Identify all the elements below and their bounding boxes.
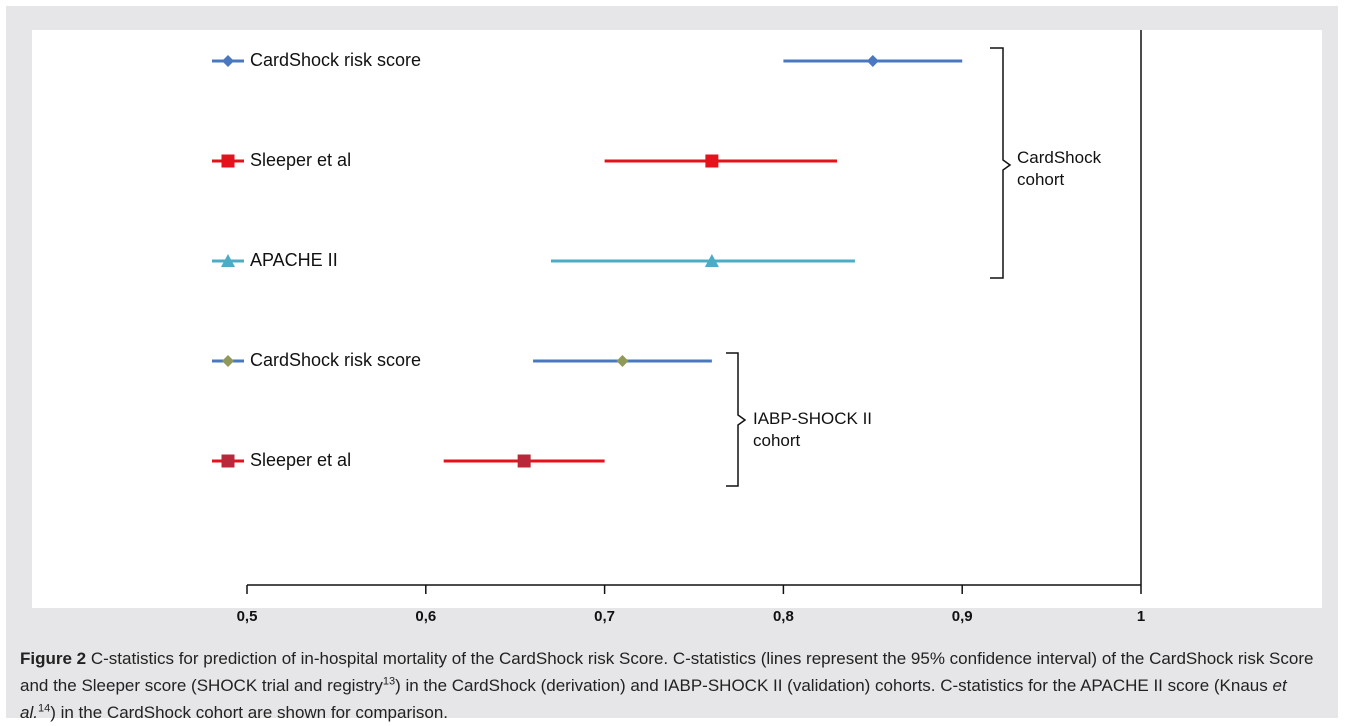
reference: 13 — [382, 675, 396, 688]
legend-marker — [222, 355, 234, 367]
caption-italic: et al. — [20, 676, 1287, 722]
x-tick-label: 0,6 — [415, 608, 436, 625]
point-estimate — [517, 454, 531, 468]
group-label: CardShock cohort — [1017, 148, 1102, 189]
row-label: CardShock risk score — [250, 50, 421, 70]
caption-text: C-statistics for prediction of in-hospit… — [20, 649, 1314, 695]
bracket — [726, 352, 747, 487]
legend-marker — [221, 454, 235, 468]
legend-marker — [221, 154, 235, 168]
row-label: CardShock risk score — [250, 350, 421, 370]
x-tick-label: 0,7 — [594, 608, 615, 625]
group-label: IABP-SHOCK II cohort — [753, 409, 873, 450]
bracket — [990, 47, 1012, 279]
legend-marker — [221, 254, 235, 267]
caption-text: ) in the CardShock cohort are shown for … — [50, 703, 449, 722]
caption-text: ) in the CardShock (derivation) and IABP… — [395, 676, 1273, 695]
caption-label: Figure 2 — [20, 649, 87, 668]
x-tick-label: 0,5 — [237, 608, 258, 625]
x-tick-label: 0,9 — [952, 608, 973, 625]
plot-background — [32, 30, 1322, 608]
x-tick-label: 1 — [1137, 608, 1145, 625]
legend-marker — [222, 55, 234, 67]
point-estimate — [704, 254, 719, 267]
point-estimate — [616, 355, 629, 367]
caption: Figure 2 C-statistics for prediction of … — [20, 645, 1320, 726]
point-estimate — [866, 55, 879, 67]
x-tick-label: 0,8 — [773, 608, 794, 625]
row-label: Sleeper et al — [250, 150, 351, 170]
chart: 0,5 0,6 0,7 0,8 0,9 1 CardShock risk score Slee… — [32, 30, 1322, 625]
row-label: Sleeper et al — [250, 450, 351, 470]
brackets — [726, 47, 1012, 487]
reference: 14 — [37, 702, 51, 715]
row-label: APACHE II — [250, 250, 338, 270]
point-estimate — [705, 154, 719, 168]
